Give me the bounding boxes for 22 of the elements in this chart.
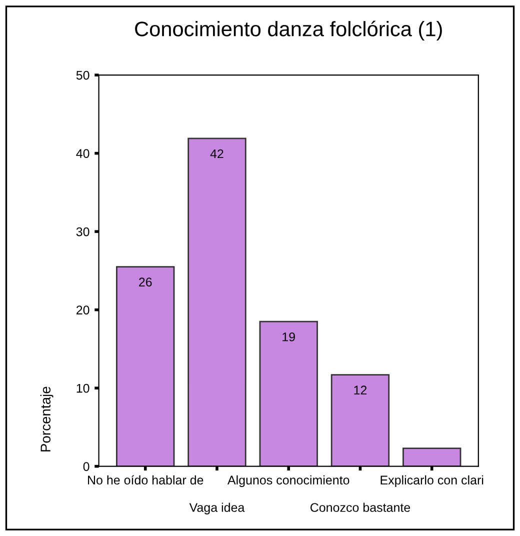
y-tick-label: 10	[76, 384, 90, 393]
y-tick-label: 50	[76, 70, 90, 80]
x-tick-label: Conozco bastante	[310, 502, 410, 512]
x-tick-label: Explicarlo con clari	[380, 475, 484, 487]
x-tick-label: Algunos conocimiento	[227, 475, 350, 487]
x-tick-label: Vaga idea	[189, 502, 245, 514]
bar	[330, 374, 390, 466]
bar	[402, 448, 462, 466]
data-label: 42	[210, 149, 224, 158]
chart-title: Conocimiento danza folclórica (1)	[135, 20, 442, 40]
bar	[188, 138, 246, 466]
data-label: 12	[354, 386, 367, 394]
data-label: 26	[139, 278, 152, 287]
y-tick-label: 40	[76, 149, 90, 158]
y-tick-label: 30	[76, 227, 90, 236]
data-label: 19	[282, 332, 295, 342]
x-tick-label: No he oído hablar de	[88, 475, 204, 485]
bar	[116, 266, 175, 466]
y-tick-label: 0	[83, 462, 90, 471]
y-tick-label: 20	[76, 306, 90, 314]
y-axis-title: Porcentaje	[40, 386, 54, 452]
bar	[259, 320, 318, 466]
